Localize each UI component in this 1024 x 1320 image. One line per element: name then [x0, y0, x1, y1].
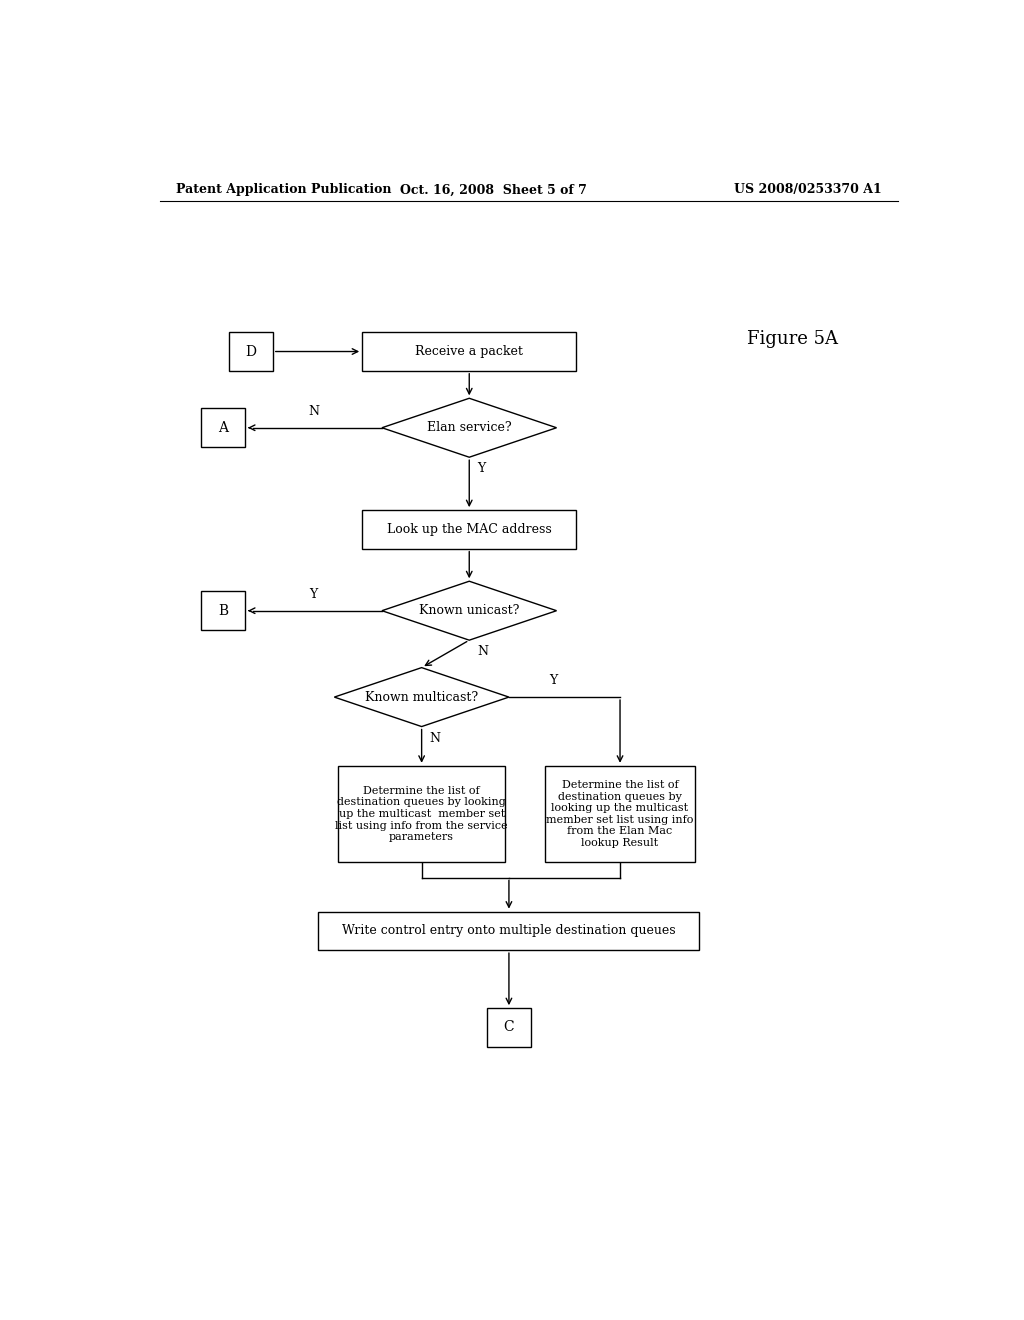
Text: Y: Y	[477, 462, 485, 475]
Text: Determine the list of
destination queues by looking
up the multicast  member set: Determine the list of destination queues…	[335, 785, 508, 842]
FancyBboxPatch shape	[362, 333, 577, 371]
Text: B: B	[218, 603, 228, 618]
Polygon shape	[382, 399, 557, 457]
Text: Write control entry onto multiple destination queues: Write control entry onto multiple destin…	[342, 924, 676, 937]
Text: Elan service?: Elan service?	[427, 421, 512, 434]
FancyBboxPatch shape	[202, 408, 245, 447]
Text: Known unicast?: Known unicast?	[419, 605, 519, 618]
Text: A: A	[218, 421, 228, 434]
Text: Look up the MAC address: Look up the MAC address	[387, 523, 552, 536]
Text: N: N	[308, 405, 319, 417]
Text: C: C	[504, 1020, 514, 1035]
Text: Determine the list of
destination queues by
looking up the multicast
member set : Determine the list of destination queues…	[547, 780, 693, 847]
Text: N: N	[477, 645, 488, 659]
FancyBboxPatch shape	[318, 912, 699, 950]
Text: Patent Application Publication: Patent Application Publication	[176, 183, 391, 197]
FancyBboxPatch shape	[202, 591, 245, 630]
Text: Y: Y	[309, 587, 317, 601]
FancyBboxPatch shape	[229, 333, 272, 371]
Text: US 2008/0253370 A1: US 2008/0253370 A1	[734, 183, 882, 197]
Text: Figure 5A: Figure 5A	[748, 330, 838, 348]
FancyBboxPatch shape	[487, 1008, 530, 1047]
Text: Known multicast?: Known multicast?	[366, 690, 478, 704]
Text: Receive a packet: Receive a packet	[416, 345, 523, 358]
FancyBboxPatch shape	[362, 510, 577, 549]
FancyBboxPatch shape	[338, 766, 505, 862]
Text: Oct. 16, 2008  Sheet 5 of 7: Oct. 16, 2008 Sheet 5 of 7	[399, 183, 587, 197]
Text: Y: Y	[549, 675, 557, 686]
Polygon shape	[382, 581, 557, 640]
Text: N: N	[430, 731, 440, 744]
FancyBboxPatch shape	[545, 766, 695, 862]
Text: D: D	[246, 345, 256, 359]
Polygon shape	[334, 668, 509, 726]
